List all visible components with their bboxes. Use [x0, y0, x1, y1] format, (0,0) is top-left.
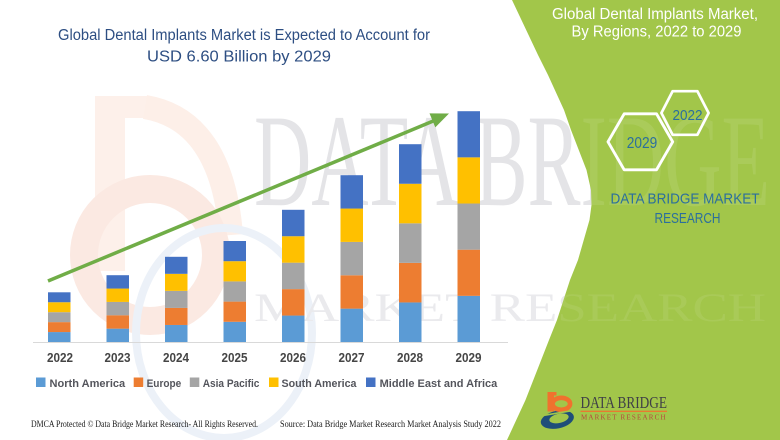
- svg-text:DATA BRIDGE: DATA BRIDGE: [581, 393, 668, 412]
- svg-text:USD 6.60 Billion by 2029: USD 6.60 Billion by 2029: [147, 49, 331, 66]
- svg-text:2022: 2022: [673, 107, 703, 124]
- svg-text:DATA BRIDGE MARKET: DATA BRIDGE MARKET: [611, 190, 760, 207]
- svg-text:South America: South America: [282, 378, 358, 390]
- svg-text:Global Dental Implants Market,: Global Dental Implants Market,: [552, 6, 758, 23]
- svg-text:Asia Pacific: Asia Pacific: [203, 378, 260, 390]
- svg-text:RESEARCH: RESEARCH: [655, 210, 721, 227]
- svg-text:Middle East and Africa: Middle East and Africa: [380, 378, 499, 390]
- svg-text:2023: 2023: [105, 350, 131, 365]
- svg-text:2029: 2029: [456, 350, 482, 365]
- svg-text:2022: 2022: [47, 350, 73, 365]
- svg-text:North America: North America: [50, 378, 127, 390]
- svg-text:2027: 2027: [339, 350, 365, 365]
- svg-text:DMCA Protected © Data Bridge M: DMCA Protected © Data Bridge Market Rese…: [31, 419, 258, 430]
- svg-text:Europe: Europe: [147, 378, 182, 390]
- svg-text:2025: 2025: [222, 350, 248, 365]
- svg-text:Source: Data Bridge Market Res: Source: Data Bridge Market Research Mark…: [280, 420, 501, 430]
- svg-text:2026: 2026: [280, 350, 306, 365]
- svg-text:2024: 2024: [163, 350, 190, 365]
- svg-text:MARKET RESEARCH: MARKET RESEARCH: [581, 414, 666, 422]
- svg-text:2028: 2028: [397, 350, 423, 365]
- svg-text:By Regions, 2022 to 2029: By Regions, 2022 to 2029: [572, 24, 742, 41]
- svg-text:2029: 2029: [627, 135, 658, 152]
- svg-text:Global Dental Implants Market: Global Dental Implants Market is Expecte…: [58, 27, 430, 44]
